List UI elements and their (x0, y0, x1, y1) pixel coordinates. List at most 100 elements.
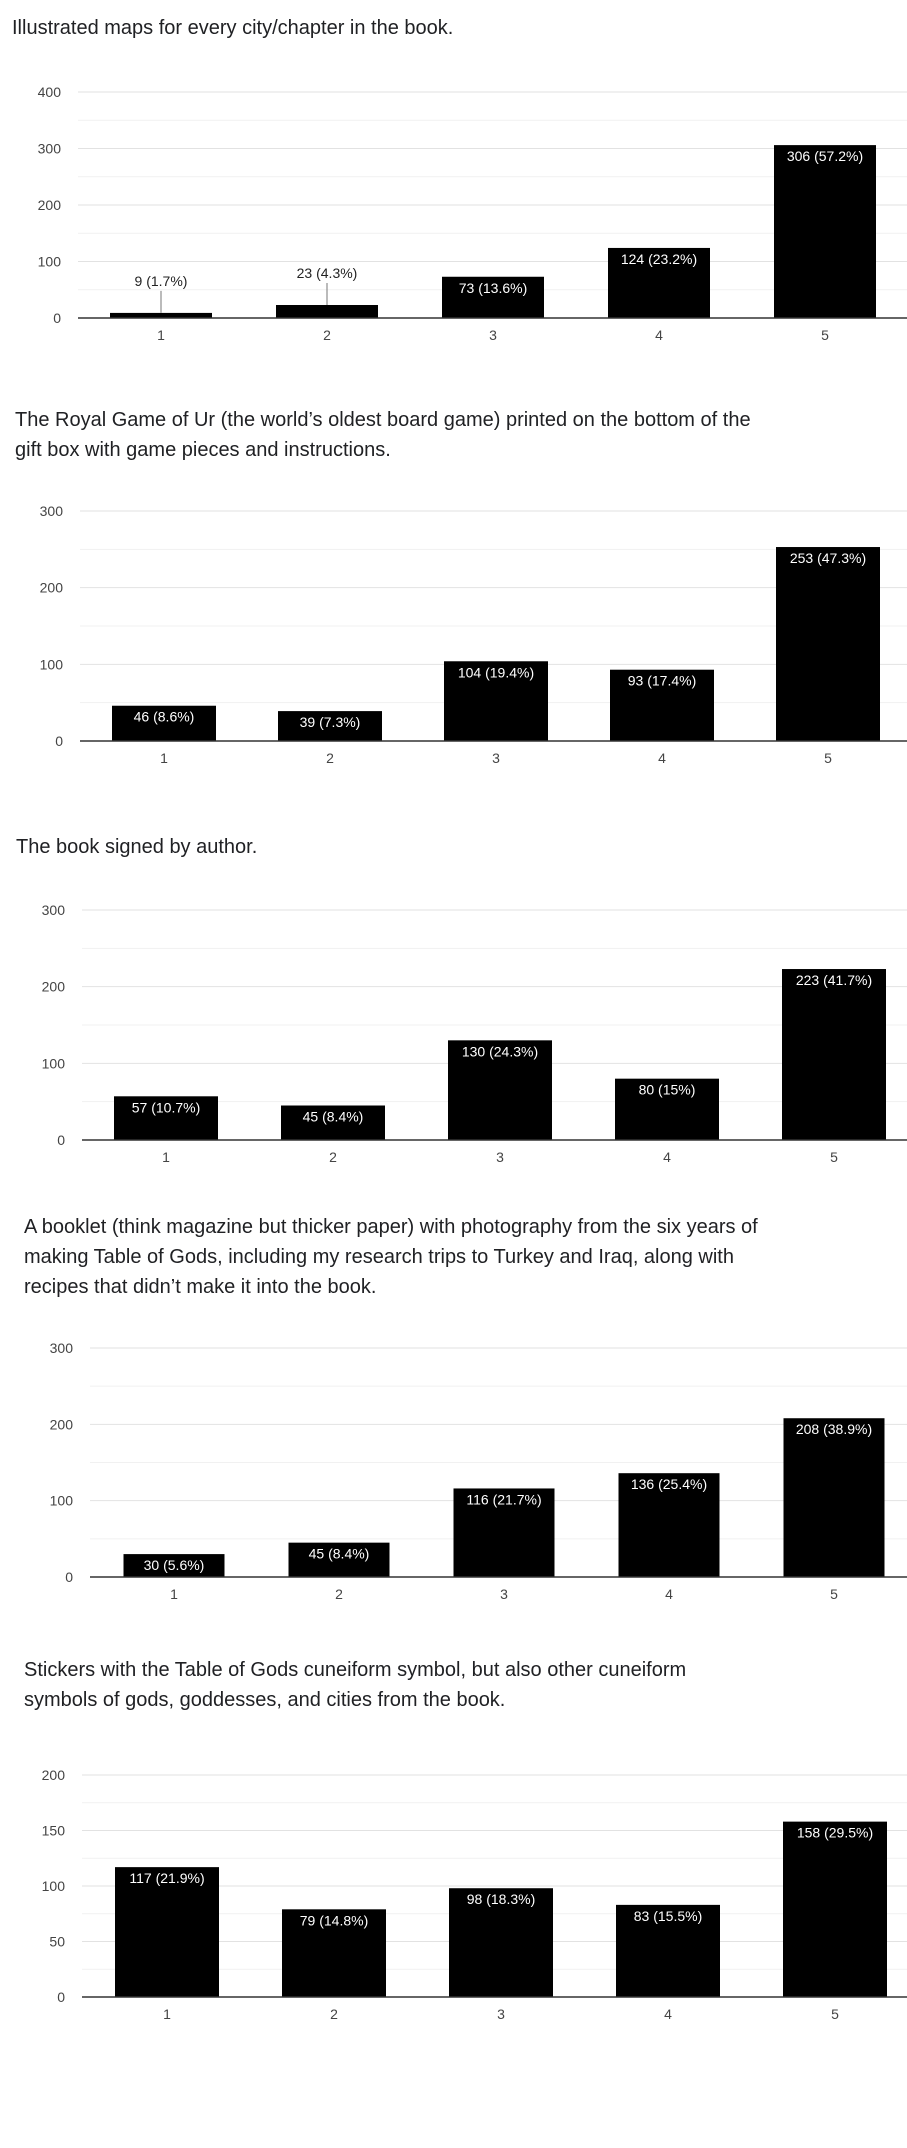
data-label: 98 (18.3%) (467, 1891, 535, 1907)
x-tick-label: 2 (323, 327, 331, 343)
bar-chart: 0 50 100 150 200 117 (21.9%) 1 79 (14.8%) 2 98 (1… (42, 1767, 907, 2022)
bar (608, 247, 710, 318)
bar (615, 1078, 719, 1140)
y-tick-label: 200 (42, 1767, 66, 1783)
bar (278, 711, 382, 741)
y-tick-label: 50 (49, 1934, 65, 1950)
bar (776, 547, 880, 741)
data-label: 73 (13.6%) (459, 280, 527, 296)
y-tick-label: 300 (42, 902, 66, 918)
x-tick-label: 4 (665, 1586, 673, 1602)
data-label: 208 (38.9%) (796, 1421, 872, 1437)
bar (453, 1488, 555, 1577)
data-label: 57 (10.7%) (132, 1099, 200, 1115)
question-line: Stickers with the Table of Gods cuneifor… (24, 1659, 687, 1681)
data-label: 136 (25.4%) (631, 1476, 707, 1492)
x-tick-label: 2 (326, 750, 334, 766)
bar-chart: 0 100 200 300 57 (10.7%) 1 45 (8.4%) 2 130 (24.3… (42, 902, 907, 1165)
question-text: Illustrated maps for every city/chapter … (12, 13, 453, 43)
data-label: 223 (41.7%) (796, 972, 872, 988)
question-line: recipes that didn’t make it into the boo… (24, 1276, 377, 1298)
bar (114, 1096, 218, 1140)
y-tick-label: 100 (38, 254, 62, 270)
question-section: Illustrated maps for every city/chapter … (0, 0, 907, 355)
y-tick-label: 200 (42, 979, 66, 995)
bar (618, 1473, 720, 1577)
y-tick-label: 100 (42, 1055, 66, 1071)
x-tick-label: 1 (170, 1586, 178, 1602)
bar (115, 1867, 219, 1997)
question-section: A booklet (think magazine but thicker pa… (0, 1205, 907, 1615)
bar (288, 1542, 390, 1577)
x-tick-label: 4 (664, 2006, 672, 2022)
y-tick-label: 400 (38, 84, 62, 100)
y-tick-label: 200 (38, 197, 62, 213)
y-tick-label: 200 (50, 1416, 74, 1432)
y-tick-label: 300 (50, 1340, 74, 1356)
x-tick-label: 1 (157, 327, 165, 343)
y-tick-label: 100 (42, 1878, 66, 1894)
bar (276, 305, 378, 318)
bar (448, 1040, 552, 1140)
data-label: 253 (47.3%) (790, 550, 866, 566)
data-label: 39 (7.3%) (300, 714, 361, 730)
y-tick-label: 300 (38, 141, 62, 157)
question-line: symbols of gods, goddesses, and cities f… (24, 1689, 506, 1711)
y-tick-label: 0 (53, 310, 61, 326)
bar (783, 1418, 885, 1577)
y-tick-label: 100 (40, 656, 64, 672)
bar-chart: 0 100 200 300 30 (5.6%) 1 45 (8.4%) 2 116 (21.7%… (50, 1340, 907, 1602)
y-tick-label: 200 (40, 580, 64, 596)
bar (444, 661, 548, 741)
bar (610, 669, 714, 741)
data-label: 104 (19.4%) (458, 664, 534, 680)
bar-chart: 0 100 200 300 46 (8.6%) 1 39 (7.3%) 2 104 (19.4%… (40, 503, 907, 766)
question-line: A booklet (think magazine but thicker pa… (24, 1216, 758, 1238)
data-label: 9 (1.7%) (135, 273, 188, 289)
question-text: A booklet (think magazine but thicker pa… (24, 1212, 758, 1302)
question-line: gift box with game pieces and instructio… (15, 439, 391, 461)
bar (782, 969, 886, 1140)
data-label: 124 (23.2%) (621, 251, 697, 267)
data-label: 116 (21.7%) (466, 1491, 541, 1507)
data-label: 80 (15%) (639, 1082, 696, 1098)
data-label: 46 (8.6%) (134, 709, 195, 725)
question-section: The book signed by author. 0 100 200 300 57 … (0, 829, 907, 1179)
x-tick-label: 5 (821, 327, 829, 343)
question-text: The Royal Game of Ur (the world’s oldest… (15, 405, 751, 465)
data-label: 30 (5.6%) (144, 1557, 205, 1573)
x-tick-label: 3 (492, 750, 500, 766)
question-section: Stickers with the Table of Gods cuneifor… (0, 1650, 907, 2043)
bar (123, 1554, 225, 1577)
x-tick-label: 1 (162, 1149, 170, 1165)
data-label: 23 (4.3%) (297, 265, 358, 281)
question-text: Stickers with the Table of Gods cuneifor… (24, 1655, 686, 1715)
x-tick-label: 5 (824, 750, 832, 766)
data-label: 45 (8.4%) (303, 1109, 364, 1125)
y-tick-label: 0 (57, 1132, 65, 1148)
y-tick-label: 150 (42, 1823, 66, 1839)
x-tick-label: 3 (500, 1586, 508, 1602)
x-tick-label: 5 (831, 2006, 839, 2022)
question-line: The book signed by author. (16, 836, 258, 858)
data-label: 83 (15.5%) (634, 1908, 702, 1924)
x-tick-label: 2 (335, 1586, 343, 1602)
question-line: Illustrated maps for every city/chapter … (12, 17, 454, 39)
data-label: 130 (24.3%) (462, 1043, 538, 1059)
x-tick-label: 4 (663, 1149, 671, 1165)
x-tick-label: 2 (329, 1149, 337, 1165)
y-tick-label: 300 (40, 503, 64, 519)
y-tick-label: 0 (57, 1989, 65, 2005)
x-tick-label: 5 (830, 1149, 838, 1165)
data-label: 79 (14.8%) (300, 1912, 368, 1928)
y-tick-label: 100 (50, 1493, 74, 1509)
question-text: The book signed by author. (16, 832, 257, 862)
x-tick-label: 4 (655, 327, 663, 343)
x-tick-label: 1 (163, 2006, 171, 2022)
question-line: making Table of Gods, including my resea… (24, 1246, 734, 1268)
x-tick-label: 3 (496, 1149, 504, 1165)
x-tick-label: 3 (497, 2006, 505, 2022)
data-label: 306 (57.2%) (787, 148, 863, 164)
data-label: 158 (29.5%) (797, 1825, 873, 1841)
bar (616, 1904, 720, 1997)
